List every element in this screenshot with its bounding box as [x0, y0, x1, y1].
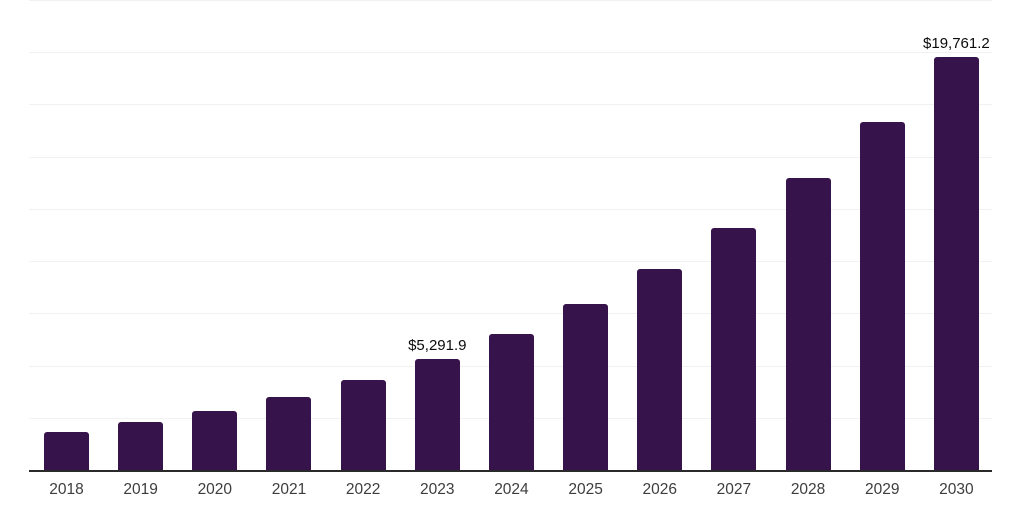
gridline	[29, 261, 992, 263]
bar-2028	[785, 177, 831, 470]
bar-2030	[933, 57, 979, 470]
gridline	[29, 208, 992, 210]
gridline	[29, 156, 992, 158]
bar-value-label: $5,291.9	[408, 337, 467, 355]
bar-2029	[859, 121, 905, 470]
x-axis-label: 2028	[790, 481, 826, 498]
x-axis-label: 2022	[345, 481, 381, 498]
x-axis-label: 2021	[271, 481, 307, 498]
bar-2025	[563, 304, 609, 470]
x-axis-label: 2030	[939, 481, 974, 498]
x-axis-label: 2018	[49, 481, 84, 498]
x-axis-label: 2019	[123, 481, 158, 498]
bar-2020	[192, 410, 238, 470]
bar-2022	[340, 379, 386, 470]
bar-slot	[859, 0, 905, 470]
bar-slot	[118, 0, 164, 470]
bar-2026	[637, 269, 683, 470]
bar-slot	[192, 0, 238, 470]
bar-slot: $19,761.2	[923, 0, 990, 470]
bar-slot	[785, 0, 831, 470]
x-axis-label: 2026	[642, 481, 677, 498]
x-axis-label: 2020	[197, 481, 233, 498]
gridline	[29, 52, 992, 54]
bar-2023	[414, 359, 460, 470]
bar-slot	[44, 0, 89, 470]
bar-slot: $5,291.9	[408, 0, 466, 470]
bars: $5,291.9 $19,761.2	[29, 0, 992, 470]
bar-value-label: $19,761.2	[923, 35, 990, 53]
x-axis-label: 2025	[568, 481, 603, 498]
bar-2021	[266, 396, 312, 470]
bar-slot	[266, 0, 312, 470]
x-axis-labels: 2018 2019 2020 2021 2022 2023 2024 2025 2026 2027…	[29, 481, 992, 499]
x-axis-label: 2027	[716, 481, 752, 498]
bar-slot	[340, 0, 386, 470]
bar-2018	[44, 431, 89, 470]
bar-slot	[563, 0, 609, 470]
bar-slot	[637, 0, 683, 470]
bar-2024	[488, 334, 534, 470]
x-axis-label: 2023	[420, 481, 455, 498]
bar-2019	[118, 421, 164, 470]
bar-slot	[488, 0, 534, 470]
gridline	[29, 313, 992, 315]
bar-slot	[711, 0, 757, 470]
plot-area: $5,291.9 $19,761.2	[29, 0, 992, 472]
x-axis-label: 2024	[494, 481, 529, 498]
gridline	[29, 0, 992, 1]
gridline	[29, 104, 992, 106]
bar-2027	[711, 228, 757, 470]
x-axis-label: 2029	[864, 481, 900, 498]
